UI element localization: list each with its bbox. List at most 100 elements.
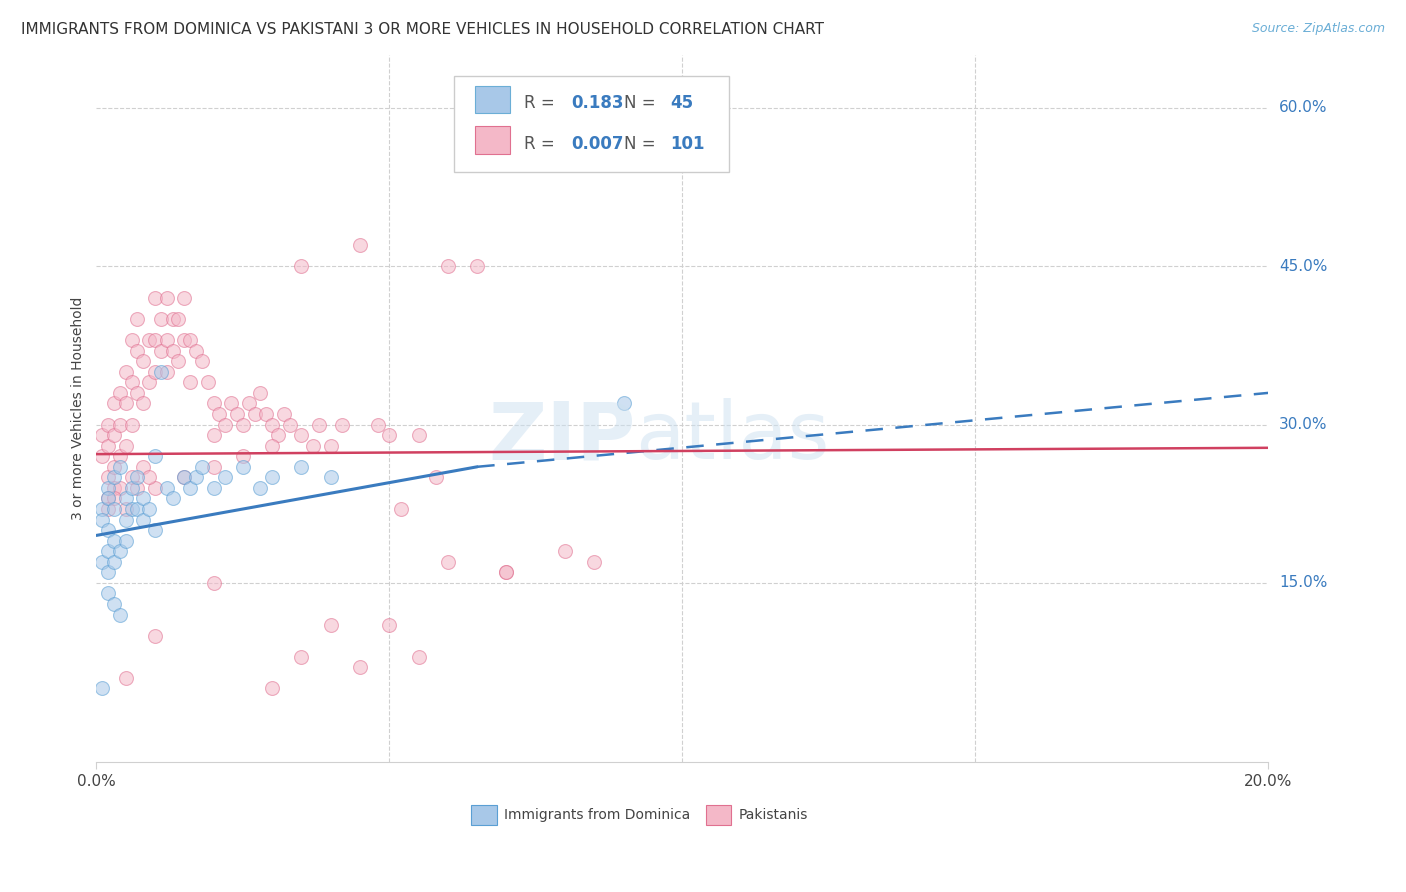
Point [127,312,149,326]
Point [162,343,184,358]
Point [97,481,120,495]
Point [91,555,114,569]
Point [103,459,125,474]
Point [184,343,207,358]
Point [184,470,207,484]
Point [132,491,155,506]
Point [238,396,260,410]
Point [249,385,271,400]
Point [114,396,136,410]
Text: R =: R = [524,95,560,112]
Point [267,428,290,442]
Bar [706,805,731,825]
Point [132,512,155,526]
Point [143,523,166,537]
Point [173,470,195,484]
Point [202,428,225,442]
Point [114,439,136,453]
Point [167,354,190,368]
Point [108,459,131,474]
Y-axis label: 3 or more Vehicles in Household: 3 or more Vehicles in Household [72,297,86,520]
Point [132,354,155,368]
Point [437,259,460,273]
Point [437,555,460,569]
Text: 0.007: 0.007 [571,135,623,153]
Point [138,376,160,390]
Point [290,428,312,442]
Point [167,312,190,326]
Point [319,439,342,453]
Text: atlas: atlas [636,398,830,476]
Point [108,544,131,558]
Point [179,376,201,390]
Point [114,502,136,516]
Point [97,544,120,558]
Point [149,312,172,326]
Point [302,439,325,453]
Bar [471,805,498,825]
Point [97,417,120,432]
Point [219,396,242,410]
Point [127,343,149,358]
Point [226,407,249,421]
Point [378,428,401,442]
Point [290,649,312,664]
Point [367,417,389,432]
Point [103,533,125,548]
Point [127,385,149,400]
Point [149,343,172,358]
Text: R =: R = [524,135,560,153]
Point [121,481,143,495]
Point [249,481,271,495]
Point [378,618,401,632]
Point [202,396,225,410]
Point [408,649,430,664]
Point [97,439,120,453]
Point [149,365,172,379]
Point [143,365,166,379]
Text: 60.0%: 60.0% [1279,101,1327,115]
Point [262,417,284,432]
Bar [475,86,510,113]
Point [121,333,143,347]
Point [465,259,488,273]
Point [143,333,166,347]
Point [127,470,149,484]
Text: 101: 101 [671,135,704,153]
Text: 30.0%: 30.0% [1279,417,1327,432]
Point [425,470,447,484]
Point [103,555,125,569]
Point [103,428,125,442]
Point [127,481,149,495]
Point [197,376,219,390]
Point [332,417,354,432]
Point [495,566,517,580]
Point [156,333,179,347]
Point [97,523,120,537]
Point [273,407,295,421]
Point [290,259,312,273]
Point [408,428,430,442]
Bar [475,127,510,154]
Point [114,671,136,685]
Point [114,533,136,548]
Point [156,481,179,495]
Text: Immigrants from Dominica: Immigrants from Dominica [505,808,690,822]
Point [173,333,195,347]
Point [319,618,342,632]
Point [97,586,120,600]
Point [162,491,184,506]
Point [97,491,120,506]
Point [232,449,254,463]
Point [127,502,149,516]
Point [143,449,166,463]
Point [103,502,125,516]
Point [262,470,284,484]
Point [583,555,606,569]
Point [91,449,114,463]
Point [143,629,166,643]
Point [554,544,576,558]
Point [613,396,636,410]
Point [103,597,125,611]
Point [91,428,114,442]
